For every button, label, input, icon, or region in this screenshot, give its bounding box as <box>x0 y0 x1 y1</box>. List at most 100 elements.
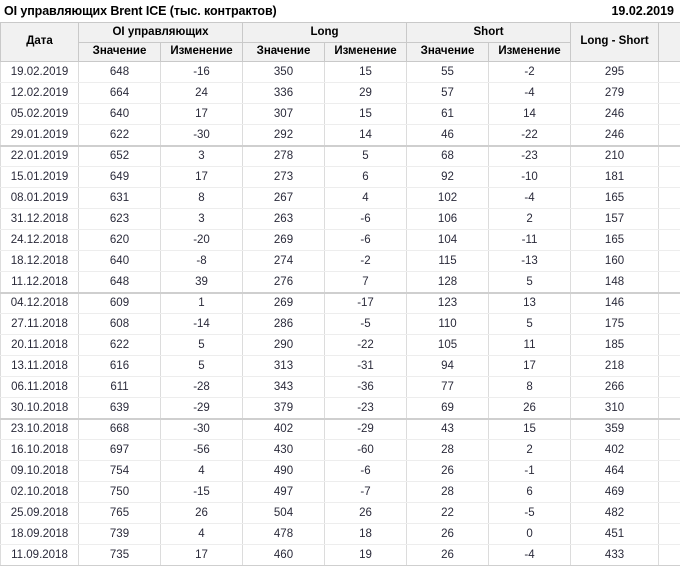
cell-long-value: 336 <box>243 83 325 104</box>
cell-short-value: 28 <box>407 482 489 503</box>
cell-short-value: 123 <box>407 293 489 314</box>
cell-long-minus-short: 185 <box>571 335 659 356</box>
cell-oi-change: 24 <box>161 83 243 104</box>
cell-price: 62.14 <box>659 272 680 293</box>
cell-date: 11.12.2018 <box>1 272 79 293</box>
cell-price: 70.63 <box>659 356 680 377</box>
cell-long-value: 504 <box>243 503 325 524</box>
cell-long-minus-short: 402 <box>571 440 659 461</box>
cell-oi-change: -28 <box>161 377 243 398</box>
cell-price: 82.73 <box>659 482 680 503</box>
column-header-oi[interactable]: OI управляющих <box>79 23 243 43</box>
cell-price: 62.29 <box>659 146 680 167</box>
cell-long-change: 7 <box>325 272 407 293</box>
cell-long-value: 290 <box>243 335 325 356</box>
cell-long-change: -29 <box>325 419 407 440</box>
cell-long-value: 343 <box>243 377 325 398</box>
cell-date: 08.01.2019 <box>1 188 79 209</box>
cell-short-change: 6 <box>489 482 571 503</box>
column-header-short[interactable]: Short <box>407 23 571 43</box>
column-header-date[interactable]: Дата <box>1 23 79 62</box>
cell-long-minus-short: 451 <box>571 524 659 545</box>
cell-long-minus-short: 482 <box>571 503 659 524</box>
cell-oi-value: 697 <box>79 440 161 461</box>
cell-oi-change: 17 <box>161 104 243 125</box>
page-title: OI управляющих Brent ICE (тыс. контракто… <box>4 4 277 18</box>
cell-short-change: 15 <box>489 419 571 440</box>
cell-long-minus-short: 157 <box>571 209 659 230</box>
cell-price: 59.85 <box>659 293 680 314</box>
cell-price: 61.05 <box>659 167 680 188</box>
cell-long-change: 15 <box>325 104 407 125</box>
cell-short-change: -13 <box>489 251 571 272</box>
table-row: 05.02.20196401730715611424662.33 <box>1 104 680 125</box>
column-header-price[interactable]: Цена <box>659 23 680 62</box>
cell-short-value: 22 <box>407 503 489 524</box>
cell-oi-change: 3 <box>161 146 243 167</box>
cell-long-change: -6 <box>325 461 407 482</box>
cell-oi-change: -15 <box>161 482 243 503</box>
cell-short-change: -1 <box>489 461 571 482</box>
cell-short-value: 77 <box>407 377 489 398</box>
cell-long-minus-short: 148 <box>571 272 659 293</box>
column-header-short-value[interactable]: Значение <box>407 43 489 62</box>
cell-oi-value: 765 <box>79 503 161 524</box>
cell-price: 55.44 <box>659 230 680 251</box>
cell-date: 18.09.2018 <box>1 524 79 545</box>
column-header-long[interactable]: Long <box>243 23 407 43</box>
column-header-long-change[interactable]: Изменение <box>325 43 407 62</box>
cell-long-minus-short: 181 <box>571 167 659 188</box>
cell-date: 23.10.2018 <box>1 419 79 440</box>
column-header-oi-value[interactable]: Значение <box>79 43 161 62</box>
cell-short-change: 8 <box>489 377 571 398</box>
cell-date: 30.10.2018 <box>1 398 79 419</box>
column-header-oi-change[interactable]: Изменение <box>161 43 243 62</box>
cell-short-value: 106 <box>407 209 489 230</box>
cell-oi-value: 648 <box>79 62 161 83</box>
cell-long-value: 307 <box>243 104 325 125</box>
table-header: Дата OI управляющих Long Short Long - Sh… <box>1 23 680 62</box>
cell-long-change: -7 <box>325 482 407 503</box>
cell-long-value: 402 <box>243 419 325 440</box>
cell-date: 06.11.2018 <box>1 377 79 398</box>
cell-price: 60.95 <box>659 251 680 272</box>
header-row-groups: Дата OI управляющих Long Short Long - Sh… <box>1 23 680 43</box>
cell-short-value: 28 <box>407 440 489 461</box>
table-row: 18.09.201873944781826045177.61 <box>1 524 680 545</box>
cell-short-change: -23 <box>489 146 571 167</box>
cell-long-change: 18 <box>325 524 407 545</box>
cell-short-change: -11 <box>489 230 571 251</box>
cell-date: 22.01.2019 <box>1 146 79 167</box>
cell-oi-value: 739 <box>79 524 161 545</box>
column-header-long-value[interactable]: Значение <box>243 43 325 62</box>
cell-short-value: 94 <box>407 356 489 377</box>
column-header-long-minus-short[interactable]: Long - Short <box>571 23 659 62</box>
cell-long-value: 269 <box>243 230 325 251</box>
cell-oi-value: 639 <box>79 398 161 419</box>
cell-date: 27.11.2018 <box>1 314 79 335</box>
cell-short-value: 57 <box>407 83 489 104</box>
cell-oi-change: 5 <box>161 356 243 377</box>
cell-price: 62.33 <box>659 104 680 125</box>
cell-long-value: 379 <box>243 398 325 419</box>
cell-short-value: 68 <box>407 146 489 167</box>
column-header-short-change[interactable]: Изменение <box>489 43 571 62</box>
cell-date: 25.09.2018 <box>1 503 79 524</box>
cell-short-change: 11 <box>489 335 571 356</box>
cell-long-minus-short: 359 <box>571 419 659 440</box>
cell-price: 65.22 <box>659 62 680 83</box>
cell-oi-change: -30 <box>161 419 243 440</box>
cell-price: 71.87 <box>659 377 680 398</box>
cell-oi-change: -29 <box>161 398 243 419</box>
cell-long-value: 276 <box>243 272 325 293</box>
cell-oi-value: 664 <box>79 83 161 104</box>
cell-short-value: 69 <box>407 398 489 419</box>
cell-short-value: 43 <box>407 419 489 440</box>
cell-long-minus-short: 295 <box>571 62 659 83</box>
cell-oi-change: 4 <box>161 461 243 482</box>
